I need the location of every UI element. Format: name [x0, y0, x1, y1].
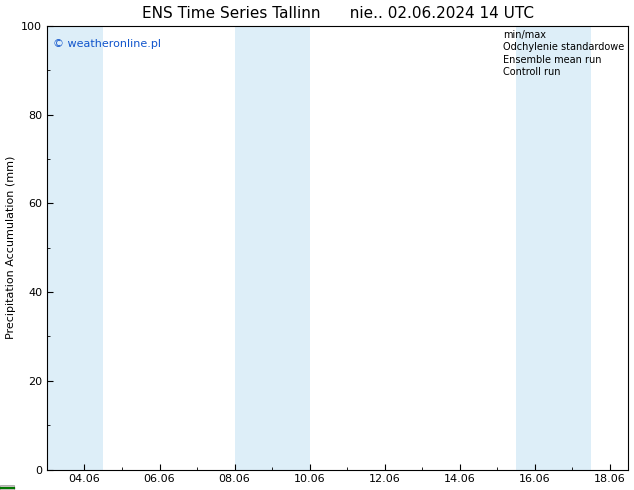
Bar: [516, 26, 591, 469]
Legend: min/max, Odchylenie standardowe, Ensemble mean run, Controll run: min/max, Odchylenie standardowe, Ensembl…: [478, 28, 626, 79]
Y-axis label: Precipitation Accumulation (mm): Precipitation Accumulation (mm): [6, 156, 16, 340]
Bar: [47, 26, 103, 469]
Bar: [235, 26, 309, 469]
Text: © weatheronline.pl: © weatheronline.pl: [53, 39, 161, 49]
Title: ENS Time Series Tallinn      nie.. 02.06.2024 14 UTC: ENS Time Series Tallinn nie.. 02.06.2024…: [141, 5, 534, 21]
